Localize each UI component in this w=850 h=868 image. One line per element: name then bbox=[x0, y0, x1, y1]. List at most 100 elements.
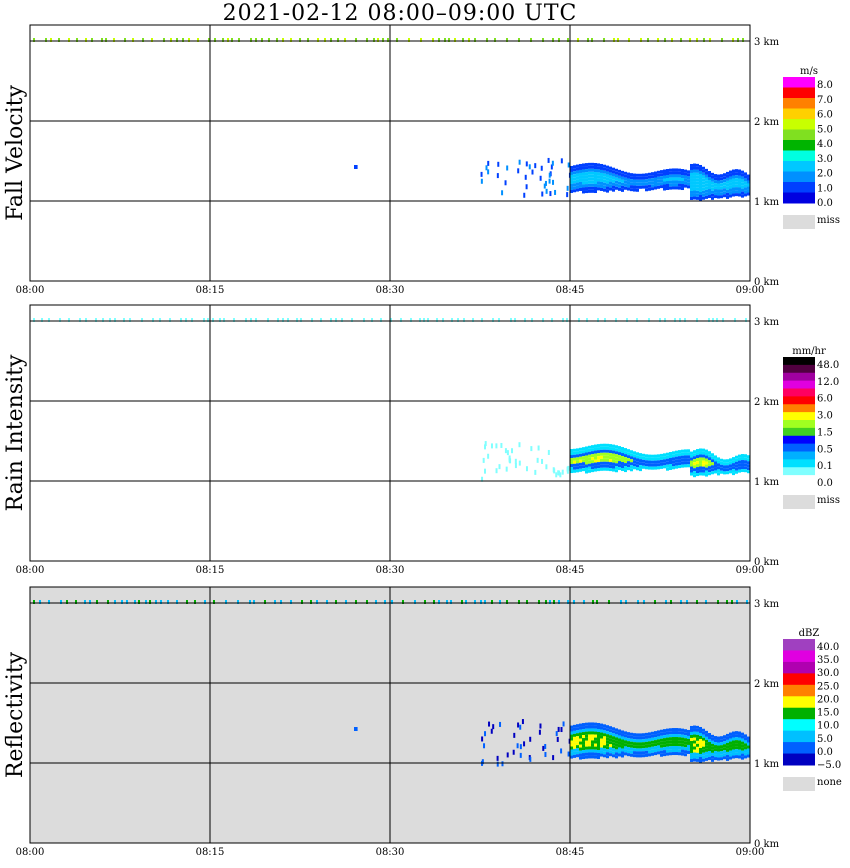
data-cell bbox=[636, 751, 639, 755]
data-cell bbox=[576, 466, 579, 470]
data-cell bbox=[627, 744, 630, 748]
data-cell bbox=[521, 719, 524, 725]
data-cell bbox=[576, 170, 579, 174]
data-cell bbox=[675, 174, 678, 178]
data-cell bbox=[696, 470, 699, 474]
data-cell bbox=[207, 318, 209, 322]
data-cell bbox=[576, 739, 579, 743]
data-cell bbox=[714, 458, 717, 462]
data-cell bbox=[702, 728, 705, 732]
data-cell bbox=[570, 455, 573, 459]
data-cell bbox=[720, 754, 723, 758]
data-cell bbox=[457, 318, 459, 322]
data-cell bbox=[513, 732, 516, 738]
data-cell bbox=[696, 755, 699, 759]
data-cell bbox=[588, 469, 591, 473]
data-cell bbox=[735, 746, 738, 750]
data-cell bbox=[702, 454, 705, 458]
data-cell bbox=[723, 194, 726, 198]
x-tick-label: 08:30 bbox=[376, 285, 405, 296]
colorbar-swatch bbox=[783, 171, 815, 183]
data-cell bbox=[690, 755, 693, 759]
data-cell bbox=[585, 169, 588, 173]
colorbar-swatch bbox=[783, 98, 815, 109]
data-cell bbox=[643, 600, 645, 604]
data-cell bbox=[687, 741, 690, 745]
data-cell bbox=[681, 184, 684, 188]
data-cell bbox=[714, 751, 717, 755]
data-cell bbox=[699, 460, 702, 464]
data-cell bbox=[726, 471, 729, 475]
data-cell bbox=[585, 749, 588, 753]
data-cell bbox=[732, 178, 735, 182]
data-cell bbox=[151, 38, 153, 42]
data-cell bbox=[548, 172, 551, 178]
data-cell bbox=[729, 738, 732, 742]
data-cell bbox=[726, 751, 729, 755]
data-cell bbox=[705, 195, 708, 199]
data-cell bbox=[603, 443, 606, 447]
data-cell bbox=[237, 600, 239, 604]
data-cell bbox=[702, 472, 705, 476]
data-cell bbox=[570, 746, 573, 750]
data-cell bbox=[651, 731, 654, 735]
data-cell bbox=[618, 458, 621, 462]
data-cell bbox=[720, 189, 723, 193]
data-cell bbox=[597, 169, 600, 173]
data-cell bbox=[681, 178, 684, 182]
data-cell bbox=[261, 38, 263, 42]
data-cell bbox=[621, 742, 624, 746]
data-cell bbox=[738, 175, 741, 179]
data-cell bbox=[738, 187, 741, 191]
data-cell bbox=[637, 600, 639, 604]
data-cell bbox=[582, 723, 585, 727]
data-cell bbox=[573, 724, 576, 728]
data-cell bbox=[693, 734, 696, 738]
data-cell bbox=[654, 186, 657, 190]
data-cell bbox=[720, 186, 723, 190]
data-cell bbox=[705, 736, 708, 740]
data-cell bbox=[672, 183, 675, 187]
data-cell bbox=[699, 167, 702, 171]
data-cell bbox=[570, 174, 573, 178]
data-cell bbox=[579, 166, 582, 170]
data-cell bbox=[123, 318, 125, 322]
data-cell bbox=[702, 737, 705, 741]
data-cell bbox=[615, 186, 618, 190]
data-cell bbox=[618, 741, 621, 745]
data-cell bbox=[541, 191, 544, 197]
data-cell bbox=[651, 172, 654, 176]
data-cell bbox=[705, 183, 708, 187]
data-cell bbox=[579, 169, 582, 173]
data-cell bbox=[588, 734, 591, 738]
data-cell bbox=[519, 744, 522, 750]
data-cell bbox=[702, 755, 705, 759]
data-cell bbox=[720, 736, 723, 740]
data-cell bbox=[633, 742, 636, 746]
data-cell bbox=[618, 732, 621, 736]
data-cell bbox=[487, 169, 490, 175]
colorbar-swatch bbox=[783, 119, 815, 130]
data-cell bbox=[579, 184, 582, 188]
data-cell bbox=[603, 739, 606, 743]
data-cell bbox=[726, 171, 729, 175]
data-cell bbox=[609, 729, 612, 733]
data-cell bbox=[741, 738, 744, 742]
data-cell bbox=[621, 447, 624, 451]
data-cell bbox=[669, 728, 672, 732]
data-cell bbox=[627, 467, 630, 471]
data-cell bbox=[660, 456, 663, 460]
data-cell bbox=[735, 734, 738, 738]
data-cell bbox=[591, 177, 594, 181]
data-cell bbox=[672, 743, 675, 747]
data-cell bbox=[702, 175, 705, 179]
data-cell bbox=[741, 194, 744, 198]
data-cell bbox=[711, 196, 714, 200]
colorbar-label: 40.0 bbox=[817, 642, 839, 653]
data-cell bbox=[657, 463, 660, 467]
data-cell bbox=[708, 748, 711, 752]
data-cell bbox=[714, 180, 717, 184]
data-cell bbox=[678, 459, 681, 463]
data-cell bbox=[684, 744, 687, 748]
